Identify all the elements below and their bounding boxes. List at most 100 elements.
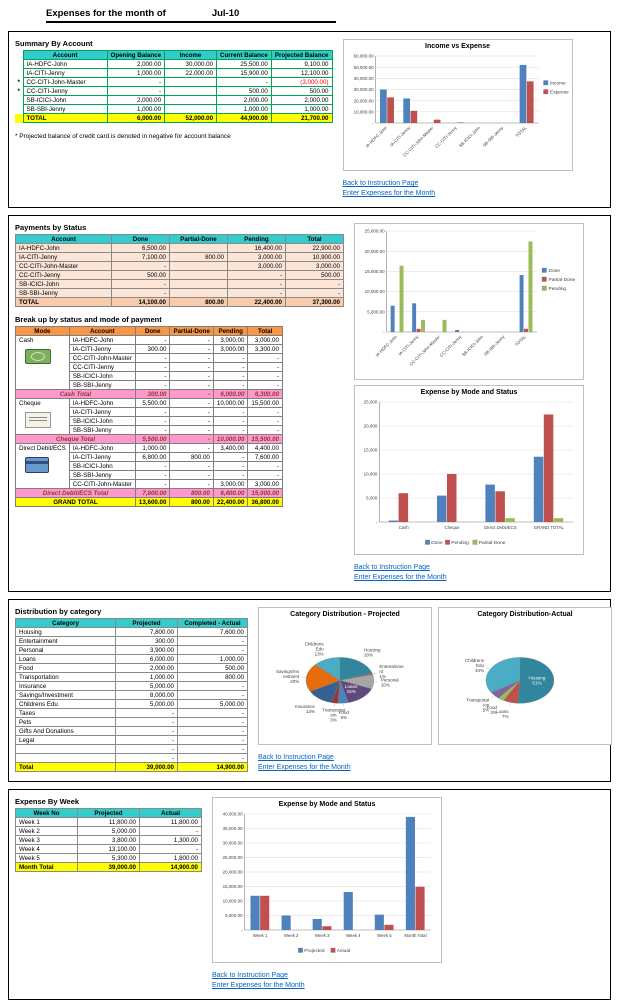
total-cell[interactable]: Total: [16, 763, 116, 772]
value-cell[interactable]: -: [286, 280, 344, 289]
value-cell[interactable]: 1,300.00: [140, 836, 202, 845]
account-cell[interactable]: IA-CITI-Jenny: [69, 345, 135, 354]
value-cell[interactable]: -: [116, 736, 178, 745]
value-cell[interactable]: -: [112, 262, 170, 271]
subtotal-cell[interactable]: 800.00: [170, 489, 213, 498]
value-cell[interactable]: -: [170, 444, 213, 453]
credit-card-star-marker[interactable]: [15, 96, 23, 105]
row-label-cell[interactable]: Savings/Investment: [16, 691, 116, 700]
row-label-cell[interactable]: Personal: [16, 646, 116, 655]
value-cell[interactable]: -: [178, 709, 248, 718]
value-cell[interactable]: -: [140, 827, 202, 836]
value-cell[interactable]: 5,000.00: [116, 700, 178, 709]
account-cell[interactable]: IA-HDFC-John: [69, 444, 135, 453]
account-cell[interactable]: IA-CITI-Jenny: [23, 69, 107, 78]
value-cell[interactable]: 3,400.00: [213, 444, 248, 453]
value-cell[interactable]: -: [170, 426, 213, 435]
value-cell[interactable]: 22,000.00: [165, 69, 217, 78]
value-cell[interactable]: 2,000.00: [217, 96, 272, 105]
value-cell[interactable]: -: [170, 399, 213, 408]
value-cell[interactable]: 300.00: [116, 637, 178, 646]
subtotal-cell[interactable]: -: [170, 435, 213, 444]
row-label-cell[interactable]: IA-CITI-Jenny: [16, 253, 112, 262]
back-to-instruction-link[interactable]: Back to Instruction Page: [258, 754, 351, 761]
value-cell[interactable]: 6,500.00: [112, 244, 170, 253]
value-cell[interactable]: 3,000.00: [248, 336, 283, 345]
value-cell[interactable]: 13,100.00: [78, 845, 140, 854]
column-header[interactable]: Category: [16, 619, 116, 628]
value-cell[interactable]: -: [248, 363, 283, 372]
column-header[interactable]: Pending: [213, 327, 248, 336]
back-to-instruction-link[interactable]: Back to Instruction Page: [354, 564, 447, 571]
column-header[interactable]: Completed - Actual: [178, 619, 248, 628]
value-cell[interactable]: 3,000.00: [213, 345, 248, 354]
column-header[interactable]: Projected Balance: [271, 51, 332, 60]
value-cell[interactable]: -: [170, 462, 213, 471]
value-cell[interactable]: -: [135, 354, 170, 363]
value-cell[interactable]: 5,000.00: [178, 700, 248, 709]
column-header[interactable]: Total: [286, 235, 344, 244]
value-cell[interactable]: [165, 105, 217, 114]
subtotal-cell[interactable]: 7,800.00: [135, 489, 170, 498]
value-cell[interactable]: -: [135, 480, 170, 489]
projected-pie-chart[interactable]: Category Distribution - Projected Housin…: [258, 607, 432, 745]
total-cell[interactable]: 800.00: [170, 298, 228, 307]
subtotal-cell[interactable]: 10,000.00: [213, 435, 248, 444]
value-cell[interactable]: -: [135, 336, 170, 345]
subtotal-label[interactable]: Direct Debit/ECS Total: [16, 489, 136, 498]
value-cell[interactable]: -: [170, 345, 213, 354]
credit-card-star-marker[interactable]: [15, 60, 23, 69]
value-cell[interactable]: 11,800.00: [78, 818, 140, 827]
back-to-instruction-link[interactable]: Back to Instruction Page: [212, 972, 305, 979]
total-cell[interactable]: 52,000.00: [165, 114, 217, 123]
subtotal-cell[interactable]: 15,000.00: [248, 489, 283, 498]
value-cell[interactable]: -: [135, 426, 170, 435]
column-header[interactable]: Total: [248, 327, 283, 336]
value-cell[interactable]: -: [135, 363, 170, 372]
credit-card-star-marker[interactable]: [15, 105, 23, 114]
value-cell[interactable]: 2,000.00: [107, 60, 165, 69]
value-cell[interactable]: -: [170, 471, 213, 480]
column-header[interactable]: Partial-Done: [170, 235, 228, 244]
row-label-cell[interactable]: CC-CITI-Jenny: [16, 271, 112, 280]
row-label-cell[interactable]: Week 3: [16, 836, 78, 845]
value-cell[interactable]: 3,000.00: [286, 262, 344, 271]
enter-expenses-link[interactable]: Enter Expenses for the Month: [354, 574, 447, 581]
value-cell[interactable]: 5,000.00: [78, 827, 140, 836]
column-header[interactable]: Mode: [16, 327, 70, 336]
value-cell[interactable]: 1,000.00: [107, 105, 165, 114]
row-label-cell[interactable]: Transportation: [16, 673, 116, 682]
value-cell[interactable]: -: [248, 408, 283, 417]
value-cell[interactable]: 6,000.00: [116, 655, 178, 664]
back-to-instruction-link[interactable]: Back to Instruction Page: [343, 180, 436, 187]
account-cell[interactable]: SB-SBI-Jenny: [69, 471, 135, 480]
total-cell[interactable]: 39,000.00: [116, 763, 178, 772]
account-cell[interactable]: SB-ICICI-John: [69, 372, 135, 381]
value-cell[interactable]: -: [213, 462, 248, 471]
value-cell[interactable]: -: [248, 372, 283, 381]
value-cell[interactable]: 15,500.00: [248, 399, 283, 408]
value-cell[interactable]: 10,900.00: [286, 253, 344, 262]
value-cell[interactable]: -: [248, 417, 283, 426]
column-header[interactable]: Current Balance: [217, 51, 272, 60]
value-cell[interactable]: -: [213, 363, 248, 372]
value-cell[interactable]: 6,800.00: [135, 453, 170, 462]
value-cell[interactable]: -: [248, 381, 283, 390]
value-cell[interactable]: 30,000.00: [165, 60, 217, 69]
enter-expenses-link[interactable]: Enter Expenses for the Month: [343, 190, 436, 197]
value-cell[interactable]: -: [213, 381, 248, 390]
row-label-cell[interactable]: Week 4: [16, 845, 78, 854]
value-cell[interactable]: -: [135, 408, 170, 417]
value-cell[interactable]: -: [116, 709, 178, 718]
value-cell[interactable]: 1,000.00: [116, 673, 178, 682]
value-cell[interactable]: -: [178, 727, 248, 736]
row-label-cell[interactable]: SB-ICICI-John: [16, 280, 112, 289]
subtotal-cell[interactable]: 300.00: [135, 390, 170, 399]
value-cell[interactable]: 7,800.00: [116, 628, 178, 637]
account-cell[interactable]: CC-CITI-John-Master: [23, 78, 107, 87]
row-label-cell[interactable]: IA-HDFC-John: [16, 244, 112, 253]
total-cell[interactable]: TOTAL: [16, 298, 112, 307]
star-corner-cell[interactable]: [15, 114, 23, 123]
value-cell[interactable]: -: [116, 727, 178, 736]
